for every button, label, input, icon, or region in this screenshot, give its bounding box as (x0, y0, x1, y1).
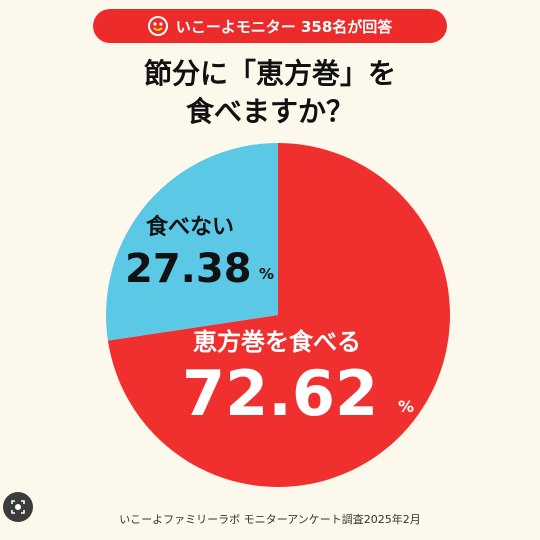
pie-slice-0 (107, 143, 450, 487)
respondents-badge: いこーよモニター 358名が回答 (93, 9, 447, 43)
smiley-face-icon (147, 16, 168, 36)
page-title: 節分に「恵方巻」を 食べますか？ (0, 55, 540, 131)
slice-label-0: 恵方巻を食べる (193, 328, 361, 356)
title-line-1: 節分に「恵方巻」を (143, 57, 396, 90)
lens-search-icon[interactable] (3, 492, 33, 522)
slice-label-1: 食べない (146, 214, 234, 240)
title-line-2: 食べますか？ (185, 95, 354, 128)
slice-value-1: 27.38 (125, 246, 252, 292)
slice-unit-1: % (259, 265, 274, 283)
badge-text: いこーよモニター 358名が回答 (175, 17, 393, 36)
slice-unit-0: % (398, 397, 414, 416)
survey-footer: いこーよファミリーラボ モニターアンケート調査2025年2月 (119, 513, 421, 526)
slice-value-0: 72.62 (182, 357, 378, 430)
pie-slice-1 (106, 143, 279, 341)
